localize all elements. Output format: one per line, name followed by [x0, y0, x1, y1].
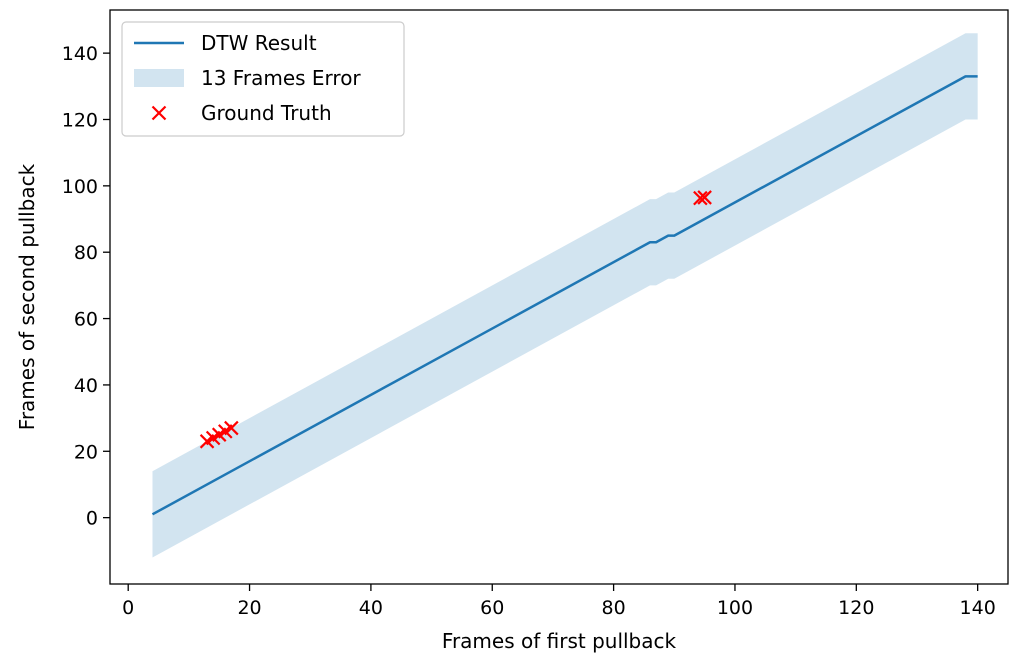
- legend-label-frames-error: 13 Frames Error: [201, 66, 361, 90]
- x-tick-label: 60: [480, 597, 504, 619]
- y-tick-label: 40: [74, 375, 98, 397]
- y-tick-label: 20: [74, 441, 98, 463]
- legend-label-ground-truth: Ground Truth: [201, 101, 332, 125]
- x-tick-label: 100: [717, 597, 753, 619]
- y-tick-label: 120: [62, 109, 98, 131]
- y-axis: 0 20 40 60 80 100 120 140: [62, 43, 110, 530]
- plot-frame: [109, 9, 1009, 585]
- x-axis: 0 20 40 60 80 100 120 140: [122, 584, 996, 619]
- ground-truth-marker: [693, 190, 708, 206]
- x-tick-label: 20: [237, 597, 261, 619]
- legend-box: [121, 21, 405, 137]
- x-tick-label: 80: [602, 597, 626, 619]
- legend-band-swatch: [134, 69, 184, 87]
- dtw-result-line: [151, 75, 978, 516]
- legend-label-dtw-result: DTW Result: [201, 31, 317, 55]
- y-tick-label: 80: [74, 242, 98, 264]
- y-tick-label: 140: [62, 43, 98, 65]
- ground-truth-layer: [199, 190, 712, 449]
- legend: DTW Result 13 Frames Error Ground Truth: [121, 21, 405, 137]
- line-layer: [151, 75, 978, 516]
- ground-truth-marker: [697, 190, 712, 205]
- y-tick-label: 0: [86, 508, 98, 530]
- x-tick-label: 0: [122, 597, 134, 619]
- legend-x-marker-swatch: [151, 105, 167, 121]
- x-tick-label: 120: [838, 597, 874, 619]
- y-tick-label: 100: [62, 176, 98, 198]
- x-axis-label: Frames of first pullback: [442, 629, 677, 653]
- x-tick-label: 140: [960, 597, 996, 619]
- y-axis-label: Frames of second pullback: [15, 163, 39, 430]
- y-tick-label: 60: [74, 309, 98, 331]
- error-band: [152, 33, 978, 558]
- error-band-layer: [152, 33, 978, 558]
- ground-truth-marker: [224, 420, 239, 436]
- x-tick-label: 40: [359, 597, 383, 619]
